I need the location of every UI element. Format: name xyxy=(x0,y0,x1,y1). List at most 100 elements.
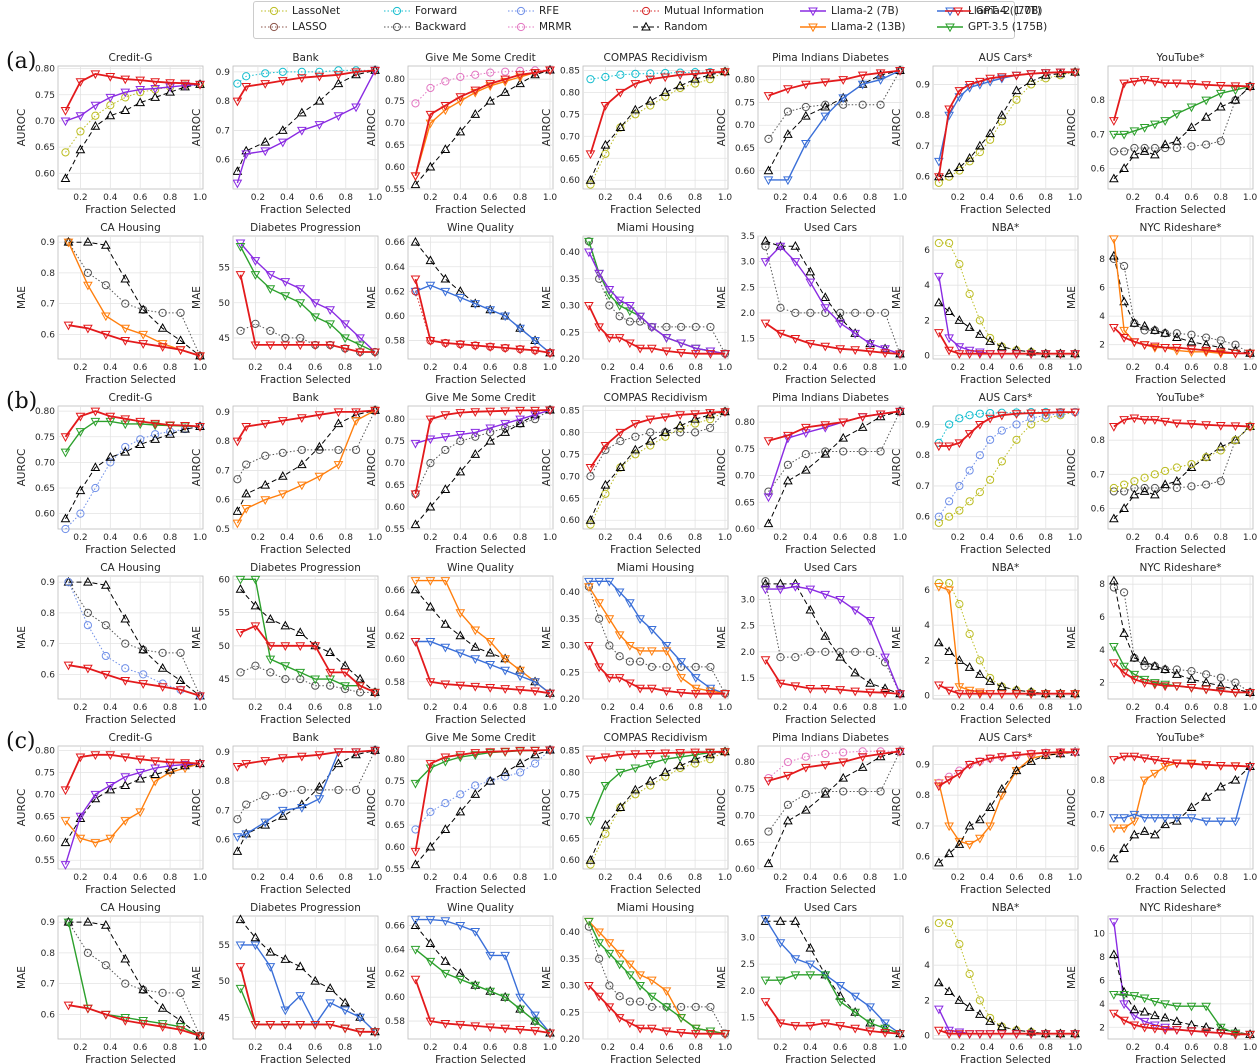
series-group xyxy=(233,405,380,529)
y-tick-label: 0.7 xyxy=(216,126,230,136)
data-point xyxy=(455,431,466,440)
y-tick-label: 0.20 xyxy=(560,1035,580,1045)
data-point xyxy=(1231,678,1240,687)
data-point xyxy=(646,647,657,657)
data-point xyxy=(277,806,288,816)
series-line-llama-2-13b- xyxy=(236,409,376,524)
panel-title: Credit-G xyxy=(109,732,153,744)
data-point xyxy=(586,75,595,84)
x-tick-label: 1.0 xyxy=(368,873,383,883)
data-point xyxy=(157,1020,168,1029)
data-point xyxy=(333,71,344,81)
data-point xyxy=(806,308,815,317)
data-point xyxy=(1040,749,1051,759)
data-point xyxy=(1171,682,1182,692)
data-point xyxy=(233,763,243,772)
panel-ca-housing: 0.2 0.4 0.6 0.8 1.00.60.70.80.9CA HousingFra… xyxy=(16,562,207,726)
series-line-gpt-4-1-7t- xyxy=(239,966,375,1033)
data-point xyxy=(934,583,944,592)
data-point xyxy=(75,753,86,763)
data-point xyxy=(340,320,350,330)
data-point xyxy=(325,983,336,992)
data-point xyxy=(1160,417,1170,427)
y-tick-label: 2 xyxy=(924,996,930,1006)
data-point xyxy=(138,340,149,349)
data-point xyxy=(604,285,615,295)
data-point xyxy=(135,417,146,427)
data-point xyxy=(501,772,510,781)
y-tick-label: 0.80 xyxy=(385,75,405,85)
series-line-gpt-4-1-7t- xyxy=(414,749,551,852)
data-point xyxy=(1160,479,1170,489)
data-point xyxy=(314,781,325,791)
data-point xyxy=(470,86,481,96)
panel-title: Pima Indians Diabetes xyxy=(772,392,889,404)
series-line-llama-2-7b- xyxy=(764,245,901,355)
x-axis-label: Fraction Selected xyxy=(435,374,526,386)
data-point xyxy=(60,117,71,127)
data-point xyxy=(835,1022,846,1031)
data-point xyxy=(121,299,130,308)
x-tick-label: 0.8 xyxy=(1039,193,1054,203)
data-point xyxy=(295,341,306,351)
x-tick-label: 0.8 xyxy=(1039,1043,1054,1053)
data-point xyxy=(1171,1026,1182,1035)
data-point xyxy=(625,679,635,689)
data-point xyxy=(614,1014,625,1023)
data-point xyxy=(370,688,380,698)
data-point xyxy=(63,1001,74,1011)
data-point xyxy=(615,88,626,98)
series-line-gpt-4-1-7t- xyxy=(64,72,201,111)
x-tick-label: 0.6 xyxy=(309,873,324,883)
x-tick-label: 0.4 xyxy=(103,193,118,203)
data-point xyxy=(985,822,995,832)
y-tick-label: 8 xyxy=(1099,953,1105,963)
x-tick-label: 0.6 xyxy=(308,363,323,373)
data-point xyxy=(866,647,875,656)
series-line-backward xyxy=(240,323,375,353)
data-point xyxy=(945,420,954,429)
x-tick-label: 0.6 xyxy=(833,363,848,373)
data-point xyxy=(485,1023,496,1033)
data-point xyxy=(121,442,130,452)
data-point xyxy=(858,747,867,756)
data-point xyxy=(835,686,846,695)
data-point xyxy=(1160,682,1170,692)
data-point xyxy=(101,281,110,290)
x-tick-label: 0.6 xyxy=(309,193,324,203)
y-tick-label: 0.35 xyxy=(560,955,580,965)
y-tick-label: 0.60 xyxy=(385,655,405,665)
data-point xyxy=(630,420,641,429)
data-point xyxy=(594,992,604,1002)
data-point xyxy=(661,92,670,101)
data-point xyxy=(326,681,335,690)
data-point xyxy=(1150,342,1160,352)
data-point xyxy=(895,747,905,757)
series-line-random xyxy=(1113,86,1251,180)
data-point xyxy=(265,655,276,665)
series-line-backward xyxy=(1113,587,1251,693)
data-point xyxy=(635,971,645,981)
data-point xyxy=(370,348,380,358)
legend-label: Llama-2 (13B) xyxy=(831,21,906,33)
y-tick-label: 0.70 xyxy=(560,812,580,822)
series-line-gpt-3-5-175b- xyxy=(240,578,376,694)
x-axis-label: Fraction Selected xyxy=(1135,884,1226,896)
data-point xyxy=(661,687,672,697)
data-point xyxy=(485,775,496,785)
y-tick-label: 0.6 xyxy=(216,496,231,506)
data-point xyxy=(838,418,849,428)
data-point xyxy=(975,757,985,767)
data-point xyxy=(333,748,344,758)
data-point xyxy=(516,768,525,777)
data-point xyxy=(1231,340,1240,349)
data-point xyxy=(470,1022,481,1032)
series-group xyxy=(1109,575,1255,698)
y-tick-label: 1.5 xyxy=(741,335,755,345)
data-point xyxy=(120,677,131,686)
data-point xyxy=(585,514,596,524)
y-tick-label: 0.80 xyxy=(35,746,55,756)
data-point xyxy=(944,776,954,786)
data-point xyxy=(485,95,496,105)
